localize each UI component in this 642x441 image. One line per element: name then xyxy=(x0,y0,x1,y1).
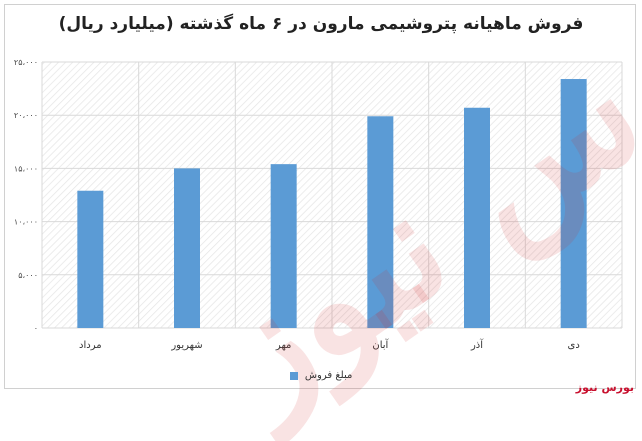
x-tick-label: آبان xyxy=(372,338,389,351)
x-tick-label: شهریور xyxy=(170,340,202,351)
bar-chart: ۰ ۵،۰۰۰ ۱۰،۰۰۰ ۱۵،۰۰۰ ۲۰،۰۰۰ ۲۵،۰۰۰ مرداد شهری… xyxy=(14,58,623,351)
x-tick-label: دی xyxy=(568,340,580,351)
chart-title: فروش ماهیانه پتروشیمی مارون در ۶ ماه گذش… xyxy=(58,14,584,34)
legend: مبلغ فروش xyxy=(0,370,642,382)
bar xyxy=(77,190,104,328)
bar xyxy=(464,107,490,328)
y-tick-label: ۲۰،۰۰۰ xyxy=(14,111,38,120)
bar xyxy=(174,168,200,328)
bar xyxy=(367,116,394,328)
x-tick-label: آذر xyxy=(470,338,484,351)
x-tick-label: مهر xyxy=(275,340,291,351)
x-tick-label: مرداد xyxy=(79,340,102,351)
y-tick-label: ۵،۰۰۰ xyxy=(18,271,38,280)
bar xyxy=(560,79,587,328)
brand-logo-text: بورس نیوز xyxy=(575,381,634,394)
y-tick-label: ۱۵،۰۰۰ xyxy=(14,164,38,173)
legend-swatch xyxy=(289,371,298,380)
y-tick-label: ۲۵،۰۰۰ xyxy=(14,58,38,67)
legend-label: مبلغ فروش xyxy=(304,370,353,381)
bar xyxy=(270,164,297,328)
y-tick-label: ۱۰،۰۰۰ xyxy=(14,218,38,227)
y-tick-label: ۰ xyxy=(34,324,38,333)
